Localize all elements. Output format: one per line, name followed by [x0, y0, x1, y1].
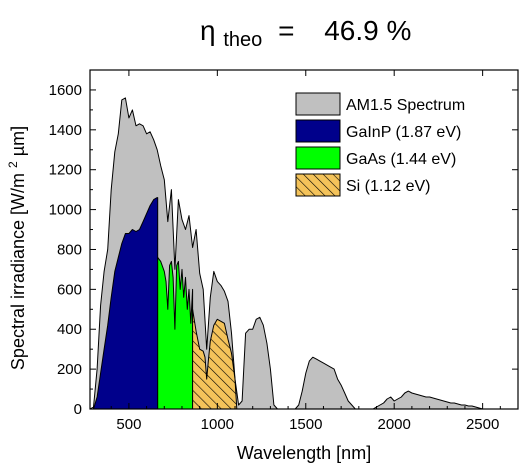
y-axis-title-prefix: Spectral irradiance [W/m [8, 173, 28, 370]
ticks-layer: 500 1000 1500 2000 2500 0 200 400 600 800 1000 1200… [49, 70, 519, 433]
legend: AM1.5 Spectrum GaInP (1.87 eV) GaAs (1.4… [295, 92, 465, 197]
legend-swatch-gaas [295, 146, 341, 170]
legend-label-gainp: GaInP (1.87 eV) [346, 124, 461, 141]
legend-label-gaas: GaAs (1.44 eV) [346, 151, 456, 168]
legend-swatch-si [295, 173, 341, 197]
legend-swatch-am15 [295, 92, 341, 116]
eta-symbol: η [200, 15, 216, 46]
y-tick-label: 1600 [49, 82, 82, 99]
legend-label-am15: AM1.5 Spectrum [346, 97, 465, 114]
x-tick-label: 2000 [378, 416, 411, 433]
y-axis-title: Spectral irradiance [W/m 2 µm] [1, 126, 28, 370]
x-tick-label: 1500 [289, 416, 322, 433]
series-gainp-area [93, 197, 159, 410]
y-tick-label: 1400 [49, 122, 82, 139]
y-tick-label: 800 [57, 241, 82, 258]
y-tick-label: 400 [57, 321, 82, 338]
series-si-area [192, 308, 238, 410]
x-tick-label: 2500 [466, 416, 499, 433]
y-axis-title-suffix: µm] [8, 126, 28, 156]
eta-subscript: theo [223, 29, 262, 51]
legend-label-si: Si (1.12 eV) [346, 178, 430, 195]
eta-value: 46.9 % [324, 15, 411, 46]
y-tick-label: 1200 [49, 162, 82, 179]
series-layer [89, 97, 494, 410]
y-tick-label: 600 [57, 281, 82, 298]
y-axis-title-superscript: 2 [6, 161, 20, 168]
series-gaas-area [157, 256, 194, 410]
y-tick-label: 200 [57, 361, 82, 378]
legend-swatch-gainp [295, 119, 341, 143]
plot-frame [89, 69, 519, 410]
x-tick-label: 500 [116, 416, 141, 433]
x-axis-title: Wavelength [nm] [237, 443, 371, 463]
y-tick-label: 1000 [49, 202, 82, 219]
x-tick-label: 1000 [201, 416, 234, 433]
eta-equals: = [278, 15, 294, 46]
y-tick-label: 0 [74, 401, 82, 418]
efficiency-header: η theo = 46.9 % [200, 15, 411, 52]
